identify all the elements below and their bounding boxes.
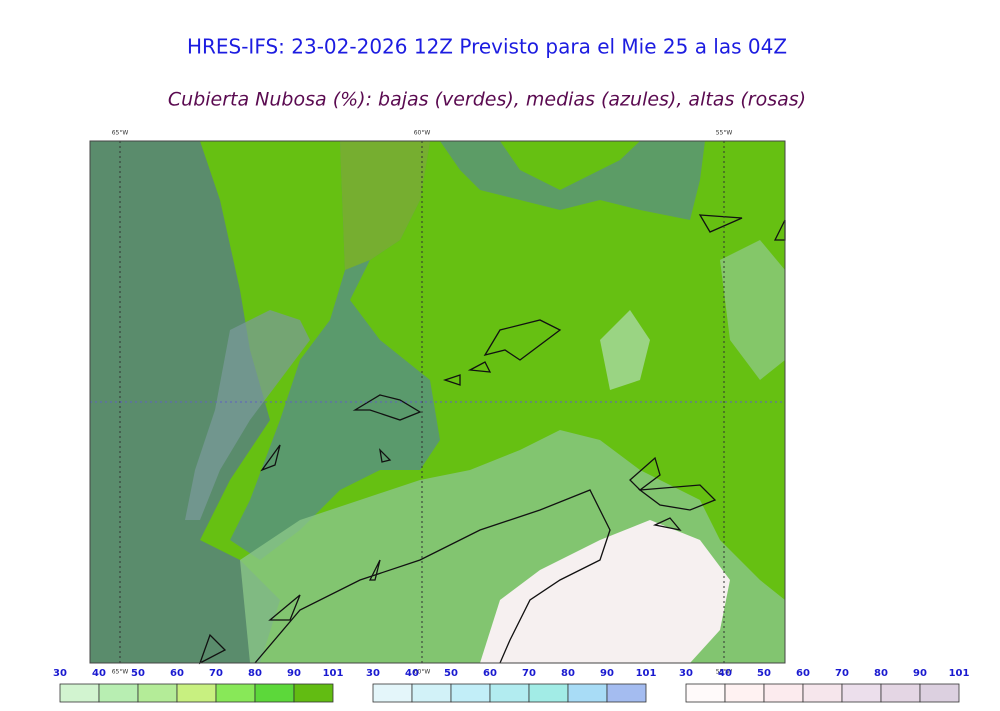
- colorbar-tick-label: 101: [949, 668, 970, 679]
- colorbar-tick-label: 30: [679, 668, 693, 679]
- colorbar-cell: [724, 683, 765, 703]
- colorbar-tick-label: 40: [405, 668, 419, 679]
- colorbar-tick-label: 80: [561, 668, 575, 679]
- colorbar-tick-label: 60: [483, 668, 497, 679]
- colorbar-cell: [880, 683, 921, 703]
- lon-label: 60°W: [414, 130, 431, 137]
- lon-label: 60°W: [414, 669, 431, 676]
- colorbar-cell: [841, 683, 882, 703]
- colorbar-cell: [372, 683, 413, 703]
- colorbar-tick-label: 101: [323, 668, 344, 679]
- colorbar-cell: [685, 683, 726, 703]
- lon-label: 55°W: [716, 669, 733, 676]
- colorbar-tick-label: 60: [796, 668, 810, 679]
- colorbar-cell: [489, 683, 530, 703]
- colorbar-tick-label: 60: [170, 668, 184, 679]
- lon-label: 65°W: [112, 669, 129, 676]
- colorbar-cell: [763, 683, 804, 703]
- colorbar-cell: [293, 683, 334, 703]
- cloud-patch: [720, 240, 785, 380]
- colorbar-tick-label: 90: [287, 668, 301, 679]
- colorbar-cell: [567, 683, 608, 703]
- colorbar-cell: [450, 683, 491, 703]
- colorbar-tick-label: 80: [248, 668, 262, 679]
- colorbar-cell: [176, 683, 217, 703]
- colorbar-cell: [137, 683, 178, 703]
- map: 65°W 60°W 55°W 65°W 60°W 55°W: [89, 130, 786, 676]
- colorbar-tick-label: 40: [92, 668, 106, 679]
- lon-label: 65°W: [112, 130, 129, 137]
- colorbar-tick-label: 70: [835, 668, 849, 679]
- colorbar-tick-label: 50: [131, 668, 145, 679]
- cloud-patch: [600, 310, 650, 390]
- colorbar-tick-label: 70: [209, 668, 223, 679]
- colorbar-cell: [59, 683, 100, 703]
- low-cloud-north: [440, 141, 705, 220]
- map-frame: [89, 140, 786, 664]
- colorbar-tick-label: 40: [718, 668, 732, 679]
- colorbar-cell: [254, 683, 295, 703]
- mid-cloud-band: [185, 310, 310, 520]
- colorbar-tick-label: 50: [757, 668, 771, 679]
- colorbar-cell: [411, 683, 452, 703]
- colorbar-tick-label: 30: [366, 668, 380, 679]
- coastlines: [198, 214, 786, 665]
- colorbar-tick-label: 30: [53, 668, 67, 679]
- title: HRES-IFS: 23-02-2026 12Z Previsto para e…: [187, 35, 787, 59]
- colorbar-cell: [98, 683, 139, 703]
- colorbar-tick-label: 90: [600, 668, 614, 679]
- high-cloud: [480, 520, 730, 663]
- colorbar-cell: [215, 683, 256, 703]
- graticule: [90, 141, 785, 663]
- colorbar-tick-label: 101: [636, 668, 657, 679]
- colorbars: 30 40 50 60 70 80 90 101 30 40 50 60 70 80 90 101 30 40 50…: [53, 668, 970, 703]
- subtitle: Cubierta Nubosa (%): bajas (verdes), med…: [168, 89, 806, 111]
- colorbar-cell: [606, 683, 647, 703]
- colorbar-tick-label: 80: [874, 668, 888, 679]
- colorbar-tick-label: 50: [444, 668, 458, 679]
- colorbar-cell: [802, 683, 843, 703]
- colorbar-cell: [919, 683, 960, 703]
- lon-label: 55°W: [716, 130, 733, 137]
- low-cloud-olive: [340, 141, 430, 270]
- colorbar-tick-label: 90: [913, 668, 927, 679]
- colorbar-cell: [528, 683, 569, 703]
- colorbar-tick-label: 70: [522, 668, 536, 679]
